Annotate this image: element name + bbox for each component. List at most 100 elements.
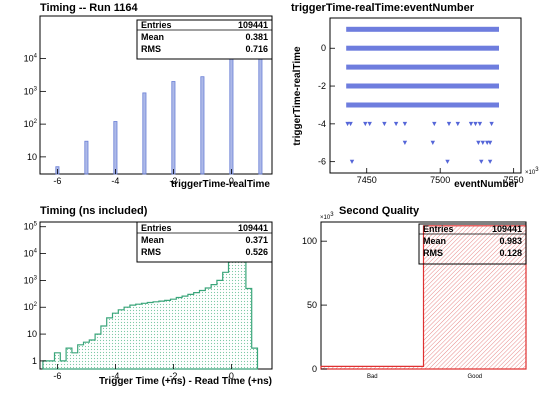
data-point [402, 121, 408, 127]
stats-entries-label: Entries [141, 223, 172, 233]
x-tick-label: 7550 [504, 175, 524, 185]
bar [113, 121, 118, 175]
plot-frame [329, 17, 522, 174]
data-point [473, 121, 478, 127]
stats-entries: 109441 [238, 223, 268, 233]
chart-title: Second Quality [339, 205, 420, 217]
x-axis-label: triggerTime-realTime [171, 179, 271, 190]
x-ticks: -6 -4 -2 0 [53, 364, 234, 381]
x-tick-label: -2 [169, 371, 177, 381]
x-tick-label: -2 [169, 176, 177, 186]
stats-rms: 0.526 [245, 247, 268, 257]
data-point [363, 121, 368, 127]
trigger-vs-event-panel: triggerTime-realTime:eventNumber 7450 750… [291, 2, 539, 190]
y-tick-label: 102 [24, 119, 38, 129]
data-point [489, 121, 494, 127]
y-tick-label: -4 [318, 119, 326, 129]
y-ticks: 10 102 103 104 [24, 54, 46, 162]
data-point [402, 140, 408, 145]
data-point [348, 121, 353, 127]
chart-title: Timing -- Run 1164 [40, 2, 138, 14]
y-tick-label: 104 [24, 249, 38, 259]
histogram-series [320, 225, 527, 370]
stats-box-frame [136, 221, 273, 263]
y-tick-label: 105 [24, 222, 38, 232]
y-tick-label: 100 [302, 236, 317, 246]
data-point [455, 121, 460, 127]
stats-mean-label: Mean [141, 32, 164, 42]
y-tick-label: 0 [321, 43, 326, 53]
x-tick-label: 0 [229, 371, 234, 381]
bar [258, 39, 263, 175]
stats-entries: 109441 [238, 20, 268, 30]
data-point-band [346, 83, 499, 89]
y-tick-label: 10 [27, 152, 37, 162]
stats-box-frame [136, 19, 273, 60]
stats-mean-label: Mean [141, 235, 164, 245]
y-tick-label: 1 [32, 356, 37, 366]
x-tick-label: Good [467, 374, 482, 380]
y-tick-label: -6 [318, 157, 326, 167]
stats-box-frame [418, 223, 527, 265]
data-point-band [346, 26, 499, 32]
histogram-area [320, 225, 527, 370]
y-axis-exponent: ×103 [320, 212, 334, 221]
y-axis-label: triggerTime-realTime [292, 46, 303, 146]
bar [171, 81, 176, 175]
stats-box: Entries 109441 Mean 0.371 RMS 0.526 [136, 221, 273, 263]
x-ticks: Bad Good [367, 374, 482, 380]
bar [84, 140, 89, 175]
y-tick-label: 0 [312, 364, 317, 374]
y-tick-label: 103 [24, 275, 38, 285]
data-point-band [346, 64, 499, 70]
x-axis-exponent: ×103 [525, 167, 539, 176]
data-point [445, 159, 450, 164]
data-point [487, 140, 493, 145]
data-point [382, 121, 387, 127]
stats-rms-label: RMS [141, 44, 161, 54]
stats-box: Entries 109441 Mean 0.381 RMS 0.716 [136, 19, 273, 60]
y-tick-label: 10 [27, 329, 37, 339]
second-quality-panel: Second Quality Bad Good 0 50 100 ×103 Entri… [302, 205, 527, 380]
plot-frame [39, 15, 273, 175]
x-ticks: -6 -4 -2 0 [53, 169, 234, 186]
y-ticks: 0 50 100 [302, 236, 327, 374]
chart-title: triggerTime-realTime:eventNumber [291, 2, 475, 14]
y-tick-label: 102 [24, 302, 38, 312]
data-point [432, 121, 437, 127]
x-ticks: 7450 7500 7550 [357, 168, 524, 185]
data-point [349, 159, 355, 164]
scatter-points [345, 26, 499, 164]
y-tick-label: 103 [24, 86, 38, 96]
stats-mean: 0.983 [499, 236, 522, 246]
y-tick-label: -2 [318, 81, 326, 91]
stats-rms: 0.128 [499, 248, 522, 258]
x-tick-label: -4 [111, 371, 119, 381]
x-tick-label: -6 [53, 176, 61, 186]
stats-entries-label: Entries [423, 224, 454, 234]
data-point-band [346, 102, 499, 108]
data-point [468, 121, 474, 127]
histogram-series [42, 226, 259, 370]
data-point [476, 140, 481, 145]
stats-rms-label: RMS [141, 247, 161, 257]
data-point [430, 140, 435, 145]
data-point-band [346, 45, 499, 51]
x-tick-label: 0 [229, 176, 234, 186]
data-point [393, 121, 399, 127]
timing-ns-panel: Timing (ns included) -6 -4 -2 0 1 10 102 103 10… [24, 205, 273, 387]
x-tick-label: Bad [367, 374, 378, 380]
data-point [480, 140, 485, 145]
y-ticks: 0 -2 -4 -6 [318, 43, 335, 167]
bar [142, 92, 147, 175]
stats-entries-label: Entries [141, 20, 172, 30]
x-tick-label: -4 [111, 176, 119, 186]
chart-title: Timing (ns included) [40, 205, 148, 217]
stats-box: Entries 109441 Mean 0.983 RMS 0.128 [418, 223, 527, 265]
y-ticks: 1 10 102 103 104 105 [24, 222, 46, 366]
timing-run-panel: Timing -- Run 1164 -6 -4 -2 0 10 102 103 104 t… [24, 2, 273, 190]
data-point [479, 159, 484, 164]
stats-mean-label: Mean [423, 236, 446, 246]
stats-rms-label: RMS [423, 248, 443, 258]
